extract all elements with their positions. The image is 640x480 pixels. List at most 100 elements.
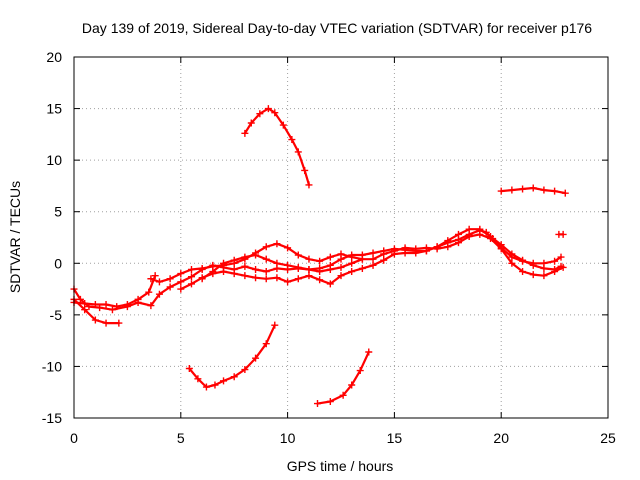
data-point [155, 290, 163, 298]
data-point [198, 264, 206, 272]
data-point [348, 259, 356, 267]
data-point [194, 375, 202, 383]
data-point [220, 268, 228, 276]
data-point [241, 253, 249, 261]
data-point [102, 301, 110, 309]
data-point [487, 232, 495, 240]
data-point [380, 256, 388, 264]
data-point [294, 263, 302, 271]
data-point [476, 225, 484, 233]
data-point [252, 354, 260, 362]
data-point [256, 110, 264, 118]
series-arc-7 [241, 105, 313, 189]
data-point [390, 250, 398, 258]
data-point [230, 270, 238, 278]
data-point [422, 247, 430, 255]
data-point [209, 268, 217, 276]
data-point [348, 253, 356, 261]
x-tick-label: 0 [70, 430, 78, 446]
data-point [465, 232, 473, 240]
data-point [348, 268, 356, 276]
data-point [185, 364, 193, 372]
data-point [337, 250, 345, 258]
data-point [326, 280, 334, 288]
data-point [102, 319, 110, 327]
data-point [369, 261, 377, 269]
data-point [412, 249, 420, 257]
data-point [337, 272, 345, 280]
series-line [243, 107, 311, 186]
data-point [271, 321, 279, 329]
data-point [288, 136, 296, 144]
data-point [155, 278, 163, 286]
data-point [401, 249, 409, 257]
data-point [305, 181, 313, 189]
data-point [433, 243, 441, 251]
data-point [305, 272, 313, 280]
data-point [358, 255, 366, 263]
chart-title: Day 139 of 2019, Sidereal Day-to-day VTE… [82, 20, 592, 36]
data-point [326, 265, 334, 273]
y-axis-label: SDTVAR / TECUs [7, 181, 23, 293]
data-point [81, 300, 89, 308]
x-tick-label: 5 [177, 430, 185, 446]
data-point [220, 377, 228, 385]
series-line [201, 253, 364, 280]
data-point [365, 348, 373, 356]
data-point [134, 295, 142, 303]
data-point [337, 263, 345, 271]
data-point [508, 259, 516, 267]
data-point [279, 121, 287, 129]
x-axis-label: GPS time / hours [287, 458, 394, 474]
data-point [177, 285, 185, 293]
x-tick-label: 25 [600, 430, 616, 446]
data-layer [70, 105, 569, 408]
data-point [348, 381, 356, 389]
data-point [187, 265, 195, 273]
data-point [540, 272, 548, 280]
data-point [519, 185, 527, 193]
data-point [108, 306, 116, 314]
data-point [264, 105, 272, 113]
y-tick-label: -15 [42, 410, 62, 426]
data-point [230, 256, 238, 264]
data-point [91, 316, 99, 324]
axis-ticks: 0 5 10 15 20 25 -15 -10 -5 0 5 10 15 20 [42, 49, 616, 446]
series-arc-3 [70, 272, 159, 311]
data-point [294, 148, 302, 156]
data-point [465, 225, 473, 233]
series-arc-8 [185, 321, 279, 391]
data-point [271, 109, 279, 117]
data-point [380, 250, 388, 258]
data-point [166, 283, 174, 291]
data-point [147, 302, 155, 310]
data-point [284, 244, 292, 252]
data-point [316, 276, 324, 284]
y-tick-label: -10 [42, 358, 62, 374]
series-arc-11 [555, 230, 567, 238]
data-point [294, 251, 302, 259]
data-point [284, 261, 292, 269]
data-point [519, 256, 527, 264]
y-tick-label: 0 [54, 255, 62, 271]
data-point [294, 275, 302, 283]
data-point [557, 253, 565, 261]
data-point [177, 278, 185, 286]
x-tick-label: 15 [387, 430, 403, 446]
data-point [551, 187, 559, 195]
data-point [166, 275, 174, 283]
data-point [262, 268, 270, 276]
series-arc-6 [198, 251, 366, 283]
data-point [540, 264, 548, 272]
data-point [508, 250, 516, 258]
data-point [262, 275, 270, 283]
y-tick-label: 15 [46, 101, 62, 117]
data-point [529, 261, 537, 269]
series-line [72, 274, 157, 308]
data-point [81, 306, 89, 314]
data-point [529, 271, 537, 279]
data-point [262, 340, 270, 348]
data-point [187, 273, 195, 281]
series-arc-10 [497, 184, 569, 197]
data-point [497, 241, 505, 249]
